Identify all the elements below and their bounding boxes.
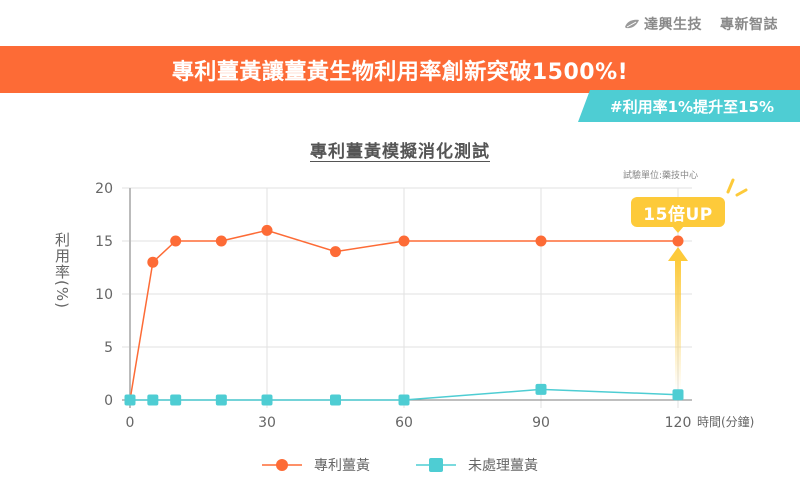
growth-arrow-icon [668, 247, 688, 391]
company-name: 達興生技 [644, 17, 702, 33]
chart-source: 試驗單位:藥技中心 [622, 171, 698, 181]
callout-text: 15倍UP [643, 204, 713, 225]
data-series [124, 224, 684, 406]
chart-title-text: 專利薑黃模擬消化測試 [310, 142, 490, 162]
growth-callout: 15倍UP [631, 197, 725, 233]
legend-item-patented: 專利薑黃 [262, 455, 370, 475]
legend-label: 未處理薑黃 [468, 458, 538, 474]
section-name: 專新智誌 [720, 17, 778, 33]
hashtag-badge: #利用率1%提升至15% [578, 90, 800, 122]
svg-text:20: 20 [95, 181, 113, 197]
y-axis-label: 利用率(%) [53, 232, 71, 309]
brand-header: 達興生技 專新智誌 [624, 14, 778, 34]
svg-text:0: 0 [126, 415, 135, 431]
svg-text:時間(分鐘): 時間(分鐘) [697, 414, 754, 429]
legend-item-untreated: 未處理薑黃 [416, 455, 538, 475]
tick-labels: 0 5 10 15 20 0 30 60 90 120 時間(分鐘) [95, 181, 754, 431]
headline-banner: 專利薑黃讓薑黃生物利用率創新突破1500%! [0, 46, 800, 93]
svg-text:30: 30 [258, 415, 276, 431]
svg-text:15: 15 [95, 234, 113, 250]
sparkle-icon [726, 178, 748, 197]
grid-lines [122, 187, 692, 408]
svg-text:5: 5 [104, 340, 113, 356]
headline-text: 專利薑黃讓薑黃生物利用率創新突破1500%! [171, 59, 629, 85]
svg-text:90: 90 [532, 415, 550, 431]
svg-text:0: 0 [104, 393, 113, 409]
circle-marker-icon [262, 459, 302, 471]
legend-label: 專利薑黃 [314, 458, 370, 474]
axes [122, 188, 692, 408]
square-marker-icon [416, 458, 456, 472]
leaf-logo-icon [625, 19, 639, 29]
svg-text:60: 60 [395, 415, 413, 431]
chart-title: 專利薑黃模擬消化測試 [0, 137, 800, 162]
hashtag-text: #利用率1%提升至15% [610, 97, 774, 116]
svg-text:10: 10 [95, 287, 113, 303]
svg-text:120: 120 [665, 415, 692, 431]
chart-legend: 專利薑黃 未處理薑黃 [0, 455, 800, 475]
